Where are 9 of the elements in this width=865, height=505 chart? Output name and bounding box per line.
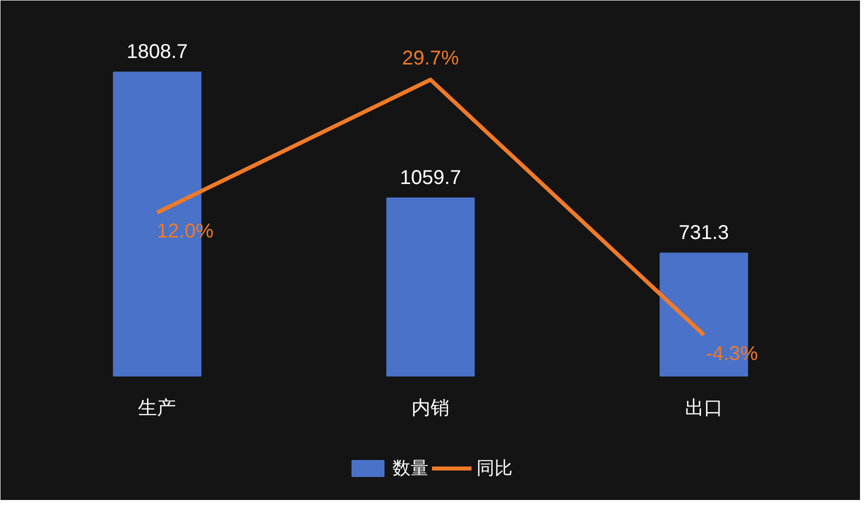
x-tick-label: 内销: [412, 398, 450, 419]
x-tick-label: 出口: [684, 398, 723, 419]
x-tick-label: 生产: [138, 398, 176, 419]
legend-label: 同比: [476, 457, 512, 480]
data-label: 29.7%: [402, 48, 460, 70]
data-label: 1059.7: [400, 166, 462, 189]
data-label: 1808.7: [126, 41, 188, 64]
data-label: 731.3: [678, 222, 729, 244]
legend-label: 数量: [392, 457, 428, 480]
